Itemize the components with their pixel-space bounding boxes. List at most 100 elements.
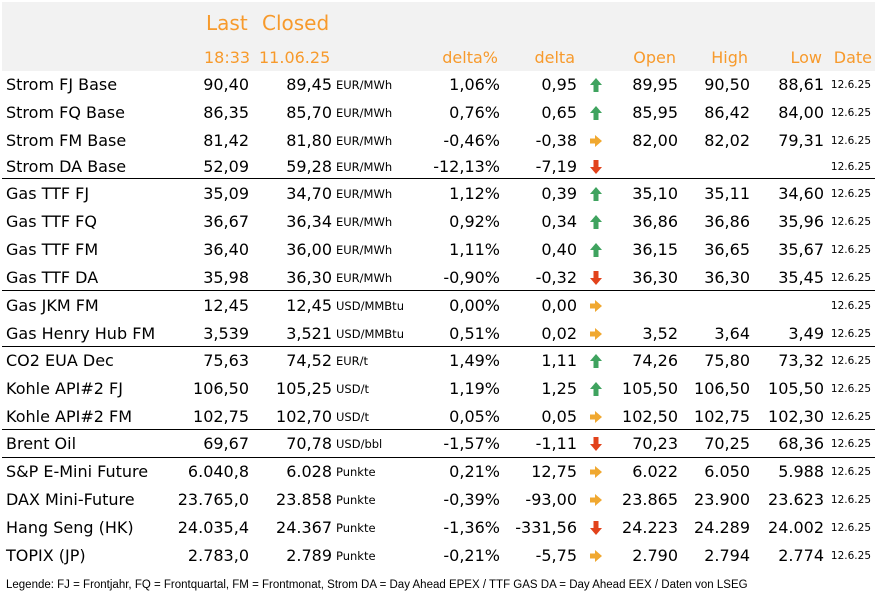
row-date: 12.6.25 bbox=[830, 79, 871, 91]
table-row: TOPIX (JP) 2.783,0 2.789 Punkte -0,21% -5,75 2… bbox=[0, 545, 877, 567]
row-delta-pct: -0,39% bbox=[443, 490, 500, 509]
row-delta-pct: 1,49% bbox=[449, 351, 500, 370]
row-last: 2.783,0 bbox=[187, 546, 249, 565]
row-last: 36,67 bbox=[203, 212, 249, 231]
row-closed: 70,78 bbox=[286, 434, 332, 453]
row-name: Gas TTF FQ bbox=[6, 212, 97, 231]
row-name: Strom FJ Base bbox=[6, 75, 118, 94]
row-open: 2.790 bbox=[632, 546, 678, 565]
row-closed: 12,45 bbox=[286, 296, 332, 315]
header-date: Date bbox=[833, 48, 872, 67]
row-date: 12.6.25 bbox=[830, 135, 871, 147]
row-unit: USD/t bbox=[336, 382, 369, 396]
row-unit: Punkte bbox=[336, 521, 376, 535]
row-name: Kohle API#2 FM bbox=[6, 407, 132, 426]
row-last: 90,40 bbox=[203, 75, 249, 94]
row-delta-pct: -0,46% bbox=[443, 131, 500, 150]
row-delta: 0,34 bbox=[541, 212, 577, 231]
row-delta-pct: 0,00% bbox=[449, 296, 500, 315]
row-last: 12,45 bbox=[203, 296, 249, 315]
row-delta: 12,75 bbox=[531, 462, 577, 481]
row-closed: 2.789 bbox=[286, 546, 332, 565]
row-delta: -0,32 bbox=[535, 268, 577, 287]
row-low: 35,96 bbox=[778, 212, 824, 231]
table-row: Strom FJ Base 90,40 89,45 EUR/MWh 1,06% 0,95 8… bbox=[0, 74, 877, 96]
row-low: 73,32 bbox=[778, 351, 824, 370]
table-row: Strom DA Base 52,09 59,28 EUR/MWh -12,13% -7,… bbox=[0, 156, 877, 178]
row-name: Brent Oil bbox=[6, 434, 77, 453]
row-last: 6.040,8 bbox=[187, 462, 249, 481]
trend-flat-arrow-icon bbox=[589, 492, 603, 508]
row-delta-pct: 1,19% bbox=[449, 379, 500, 398]
row-open: 82,00 bbox=[632, 131, 678, 150]
trend-flat-arrow-icon bbox=[589, 326, 603, 342]
row-closed: 102,70 bbox=[276, 407, 332, 426]
row-closed: 74,52 bbox=[286, 351, 332, 370]
row-last: 52,09 bbox=[203, 157, 249, 176]
trend-up-arrow-icon bbox=[589, 381, 603, 397]
row-unit: EUR/MWh bbox=[336, 78, 393, 92]
row-date: 12.6.25 bbox=[830, 328, 871, 340]
row-last: 102,75 bbox=[193, 407, 249, 426]
row-delta: 0,40 bbox=[541, 240, 577, 259]
row-unit: Punkte bbox=[336, 493, 376, 507]
row-low: 2.774 bbox=[778, 546, 824, 565]
header-high: High bbox=[711, 48, 748, 67]
group-separator bbox=[2, 429, 875, 430]
row-high: 3,64 bbox=[714, 324, 750, 343]
row-name: CO2 EUA Dec bbox=[6, 351, 114, 370]
row-high: 6.050 bbox=[704, 462, 750, 481]
row-name: Gas Henry Hub FM bbox=[6, 324, 156, 343]
row-unit: EUR/MWh bbox=[336, 271, 393, 285]
row-high: 86,42 bbox=[704, 103, 750, 122]
header-delta-pct: delta% bbox=[442, 48, 498, 67]
row-unit: EUR/MWh bbox=[336, 106, 393, 120]
row-closed: 105,25 bbox=[276, 379, 332, 398]
trend-up-arrow-icon bbox=[589, 105, 603, 121]
row-date: 12.6.25 bbox=[830, 522, 871, 534]
row-name: Gas TTF FM bbox=[6, 240, 99, 259]
table-row: Gas TTF DA 35,98 36,30 EUR/MWh -0,90% -0,32 36… bbox=[0, 267, 877, 289]
header-last-time: 18:33 bbox=[204, 48, 251, 67]
row-high: 70,25 bbox=[704, 434, 750, 453]
table-row: Gas TTF FM 36,40 36,00 EUR/MWh 1,11% 0,40 36,1… bbox=[0, 239, 877, 261]
row-low: 24.002 bbox=[768, 518, 824, 537]
row-delta: -5,75 bbox=[535, 546, 577, 565]
row-closed: 59,28 bbox=[286, 157, 332, 176]
row-delta: 1,11 bbox=[541, 351, 577, 370]
row-delta-pct: 0,92% bbox=[449, 212, 500, 231]
trend-up-arrow-icon bbox=[589, 77, 603, 93]
row-name: Strom FQ Base bbox=[6, 103, 125, 122]
row-closed: 24.367 bbox=[276, 518, 332, 537]
row-last: 35,98 bbox=[203, 268, 249, 287]
row-last: 36,40 bbox=[203, 240, 249, 259]
trend-up-arrow-icon bbox=[589, 214, 603, 230]
row-closed: 3,521 bbox=[286, 324, 332, 343]
row-unit: EUR/MWh bbox=[336, 215, 393, 229]
row-delta-pct: 0,05% bbox=[449, 407, 500, 426]
row-delta-pct: -0,90% bbox=[443, 268, 500, 287]
row-last: 86,35 bbox=[203, 103, 249, 122]
row-last: 106,50 bbox=[193, 379, 249, 398]
row-closed: 6.028 bbox=[286, 462, 332, 481]
header-open: Open bbox=[633, 48, 676, 67]
trend-down-arrow-icon bbox=[589, 520, 603, 536]
row-open: 3,52 bbox=[642, 324, 678, 343]
trend-up-arrow-icon bbox=[589, 186, 603, 202]
row-date: 12.6.25 bbox=[830, 466, 871, 478]
trend-down-arrow-icon bbox=[589, 436, 603, 452]
row-date: 12.6.25 bbox=[830, 272, 871, 284]
row-high: 36,65 bbox=[704, 240, 750, 259]
row-delta: -0,38 bbox=[535, 131, 577, 150]
row-open: 74,26 bbox=[632, 351, 678, 370]
row-high: 36,30 bbox=[704, 268, 750, 287]
row-open: 36,15 bbox=[632, 240, 678, 259]
header-delta: delta bbox=[534, 48, 575, 67]
row-unit: USD/bbl bbox=[336, 437, 383, 451]
row-name: Gas TTF DA bbox=[6, 268, 99, 287]
row-delta: 0,95 bbox=[541, 75, 577, 94]
row-high: 102,75 bbox=[694, 407, 750, 426]
row-low: 102,30 bbox=[768, 407, 824, 426]
row-delta-pct: 1,11% bbox=[449, 240, 500, 259]
table-row: Gas Henry Hub FM 3,539 3,521 USD/MMBtu 0,51%… bbox=[0, 323, 877, 345]
